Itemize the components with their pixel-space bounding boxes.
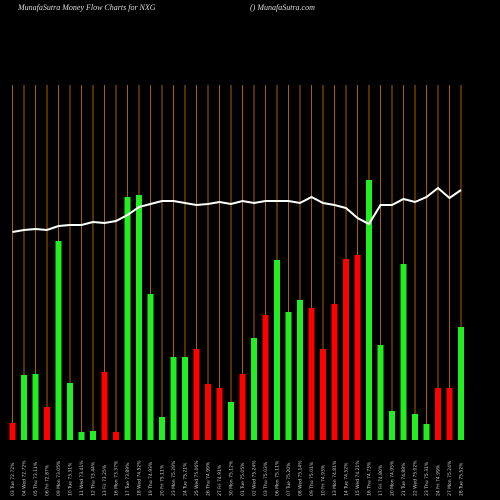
- money-flow-line: [12, 186, 462, 233]
- bar: [377, 345, 384, 440]
- bar: [193, 349, 200, 440]
- x-tick-label: 14 Tue 74.52%: [344, 462, 350, 496]
- x-tick-label: 24 Fri 74.99%: [436, 464, 442, 496]
- x-tick-label: 22 Wed 75.02%: [413, 460, 419, 496]
- x-tick-label: 03 Tue 72.72%: [10, 462, 16, 496]
- bar: [170, 357, 177, 440]
- bar: [113, 432, 119, 440]
- x-tick-label: 10 Fri 74.93%: [321, 464, 327, 496]
- chart-subtitle: () MunafaSutra.com: [250, 3, 315, 12]
- bar: [423, 424, 430, 440]
- x-tick-label: 10 Tue 73.31%: [68, 462, 74, 496]
- x-tick-label: 08 Wed 75.14%: [298, 460, 304, 496]
- bar: [55, 241, 62, 440]
- bar: [32, 374, 39, 440]
- x-tick-label: 19 Thu 74.93%: [148, 461, 154, 496]
- bar: [262, 315, 269, 440]
- x-tick-label: 18 Wed 74.52%: [137, 460, 143, 496]
- bar: [320, 349, 326, 440]
- bar: [78, 432, 85, 440]
- x-tick-label: 23 Thu 75.31%: [424, 461, 430, 496]
- x-tick-label: 17 Fri 74.80%: [378, 464, 384, 496]
- x-tick-label: 20 Mon 74.95%: [390, 460, 396, 496]
- x-tick-label: 23 Mon 75.29%: [171, 460, 177, 496]
- bar: [182, 357, 188, 440]
- x-tick-label: 03 Thu 75.03%: [263, 461, 269, 496]
- bar: [216, 388, 223, 440]
- x-tick-label: 27 Fri 74.91%: [217, 464, 223, 496]
- bar: [389, 411, 395, 440]
- bar: [274, 260, 280, 440]
- bar: [67, 383, 73, 440]
- x-tick-label: 16 Thu 74.73%: [367, 461, 373, 496]
- x-tick-label: 09 Mon 73.05%: [56, 460, 62, 496]
- bar: [400, 264, 407, 440]
- bar: [446, 388, 453, 440]
- bar: [90, 431, 96, 440]
- x-tick-label: 25 Wed 75.06%: [194, 460, 200, 496]
- x-tick-label: 28 Tue 75.52%: [459, 462, 465, 496]
- x-tick-label: 06 Fri 72.87%: [45, 464, 51, 496]
- x-tick-label: 07 Tue 75.20%: [286, 462, 292, 496]
- x-tick-label: 13 Mon 74.81%: [332, 460, 338, 496]
- bar: [458, 327, 464, 440]
- x-tick-label: 24 Tue 75.21%: [183, 462, 189, 496]
- x-tick-label: 16 Mon 73.37%: [114, 460, 120, 496]
- x-tick-label: 15 Wed 74.21%: [355, 460, 361, 496]
- bar: [205, 384, 211, 440]
- bar: [136, 195, 142, 440]
- chart-title: MunafaSutra Money Flow Charts for NXG: [17, 3, 156, 12]
- x-tick-label: 09 Thu 75.01%: [309, 461, 315, 496]
- bar: [147, 294, 154, 440]
- x-tick-label: 11 Wed 73.41%: [79, 460, 85, 496]
- bar: [9, 423, 16, 440]
- bar: [44, 407, 50, 440]
- bar: [435, 388, 441, 440]
- x-tick-label: 12 Thu 73.44%: [91, 461, 97, 496]
- bar: [239, 374, 246, 440]
- bar: [228, 402, 234, 440]
- bar: [159, 417, 165, 440]
- x-tick-label: 27 Mon 75.24%: [447, 460, 453, 496]
- bar: [124, 197, 131, 440]
- bar: [21, 375, 27, 440]
- x-tick-label: 30 Mon 75.12%: [229, 460, 235, 496]
- bar: [366, 180, 372, 440]
- bar: [251, 338, 257, 440]
- bar: [412, 414, 418, 440]
- bar: [343, 259, 349, 440]
- x-tick-label: 02 Wed 75.24%: [252, 460, 258, 496]
- bar: [297, 300, 303, 440]
- bar: [331, 304, 338, 440]
- x-tick-label: 21 Tue 74.88%: [401, 462, 407, 496]
- x-tick-label: 17 Tue 73.89%: [125, 462, 131, 496]
- x-tick-label: 26 Thu 74.99%: [206, 461, 212, 496]
- bar: [285, 312, 292, 440]
- x-tick-label: 20 Fri 75.11%: [160, 464, 166, 496]
- bar: [101, 372, 108, 440]
- x-tick-label: 04 Wed 72.72%: [22, 460, 28, 496]
- x-tick-label: 05 Thu 73.11%: [33, 461, 39, 496]
- bar: [308, 308, 315, 440]
- x-tick-label: 06 Mon 75.11%: [275, 460, 281, 496]
- bar: [354, 255, 361, 440]
- x-tick-label: 13 Fri 73.25%: [102, 464, 108, 496]
- x-tick-label: 01 Tue 75.05%: [240, 462, 246, 496]
